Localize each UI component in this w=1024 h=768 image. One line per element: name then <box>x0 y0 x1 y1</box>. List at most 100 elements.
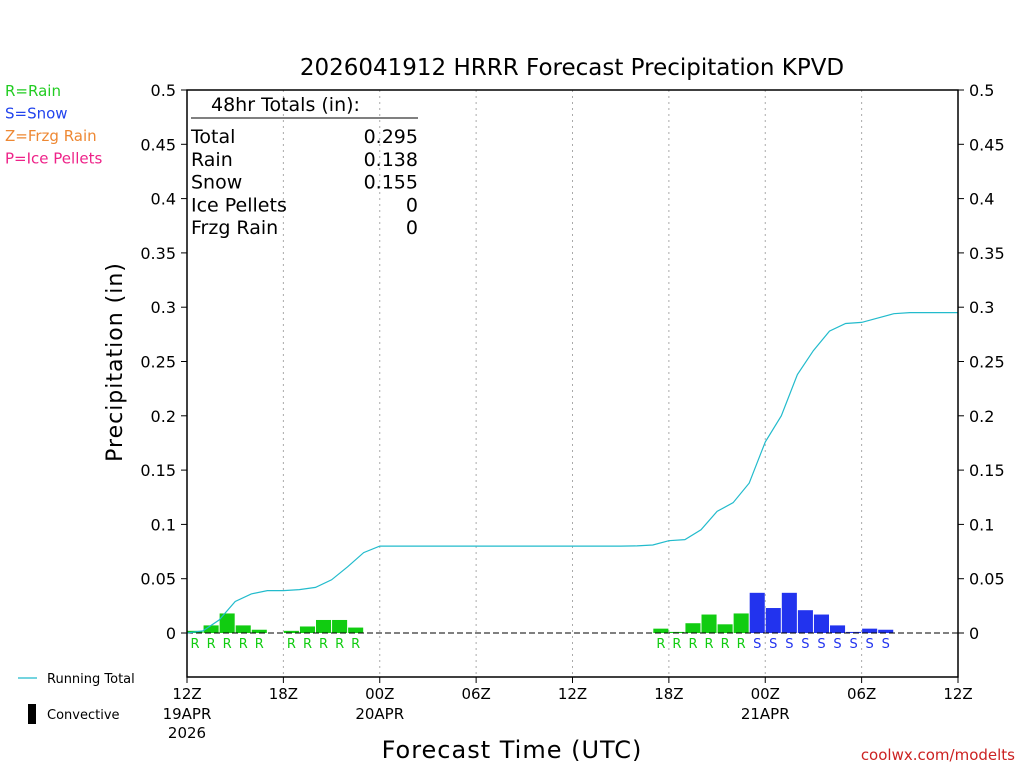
precip-type-letter: R <box>255 637 264 652</box>
totals-row-value: 0.295 <box>364 126 418 148</box>
grid-lines <box>282 90 863 677</box>
totals-row-label: Total <box>190 126 235 148</box>
precip-type-legend: R=Rain S=Snow Z=Frzg Rain P=Ice Pellets <box>5 82 102 168</box>
y-tick-label-right: 0.45 <box>969 135 1005 154</box>
y-tick-label-right: 0.4 <box>969 190 994 209</box>
x-tick-label: 18Z <box>269 685 298 703</box>
precip-bar <box>813 614 829 633</box>
precip-type-letter: R <box>191 637 200 652</box>
y-tick-label-left: 0 <box>166 624 176 643</box>
x-tick-label: 12Z <box>943 685 972 703</box>
totals-row-label: Rain <box>191 149 233 171</box>
precip-type-letter: R <box>737 637 746 652</box>
precip-type-letter: R <box>721 637 730 652</box>
precip-type-letter: S <box>769 637 777 652</box>
running-total-line <box>186 312 958 634</box>
precip-type-letter: R <box>239 637 248 652</box>
totals-row-value: 0 <box>406 194 418 216</box>
y-tick-label-right: 0.35 <box>969 244 1005 263</box>
y-tick-label-left: 0.2 <box>151 407 176 426</box>
precip-bar <box>669 631 685 633</box>
precip-bar <box>332 619 348 633</box>
type-legend-entry: P=Ice Pellets <box>5 150 102 168</box>
precip-type-letter: R <box>705 637 714 652</box>
precip-type-letter: S <box>817 637 825 652</box>
totals-row-value: 0.138 <box>364 149 418 171</box>
x-tick-label: 06Z <box>461 685 490 703</box>
totals-box: 48hr Totals (in): Total 0.295 Rain 0.138 Sno… <box>190 94 418 239</box>
precip-type-letter: R <box>656 637 665 652</box>
precip-bar <box>781 592 797 633</box>
series-legend-label: Running Total <box>47 672 135 687</box>
x-tick-date: 19APR <box>163 705 212 723</box>
y-tick-label-left: 0.25 <box>140 353 176 372</box>
precip-type-letter: R <box>351 637 360 652</box>
precip-bar <box>685 623 701 633</box>
type-legend-entry: S=Snow <box>5 105 68 123</box>
precip-bar <box>765 608 781 633</box>
precip-bar <box>797 610 813 633</box>
x-axis-label: Forecast Time (UTC) <box>382 736 643 764</box>
precip-type-letter: R <box>287 637 296 652</box>
x-tick-year: 2026 <box>168 724 206 742</box>
y-tick-label-left: 0.15 <box>140 461 176 480</box>
y-axis-left: 0 0.05 0.1 0.15 0.2 0.25 0.3 0.35 0.4 0.45 0.5 <box>140 81 187 643</box>
precip-type-letter: S <box>785 637 793 652</box>
chart-title: 2026041912 HRRR Forecast Precipitation K… <box>300 55 844 81</box>
precip-type-letter: R <box>335 637 344 652</box>
y-tick-label-right: 0.25 <box>969 353 1005 372</box>
precip-type-letter: R <box>319 637 328 652</box>
precip-bar <box>749 592 765 633</box>
y-axis-right: 0 0.05 0.1 0.15 0.2 0.25 0.3 0.35 0.4 0.45 0.5 <box>958 81 1005 643</box>
x-tick-label: 18Z <box>654 685 683 703</box>
precip-bar <box>733 613 749 633</box>
y-axis-label: Precipitation (in) <box>103 262 128 462</box>
precip-type-letter: S <box>849 637 857 652</box>
y-tick-label-right: 0.2 <box>969 407 994 426</box>
y-tick-label-right: 0.1 <box>969 515 994 534</box>
x-tick-label: 12Z <box>172 685 201 703</box>
y-tick-label-right: 0.05 <box>969 570 1005 589</box>
x-tick-date: 21APR <box>741 705 790 723</box>
y-tick-label-left: 0.3 <box>151 298 176 317</box>
y-tick-label-right: 0.15 <box>969 461 1005 480</box>
precip-type-letter: S <box>801 637 809 652</box>
precip-bar <box>830 625 846 633</box>
series-legend-label: Convective <box>47 708 120 723</box>
precip-bar <box>717 624 733 633</box>
x-tick-label: 00Z <box>751 685 780 703</box>
precip-bar <box>348 627 364 633</box>
precip-bar <box>878 629 894 633</box>
x-tick-date: 20APR <box>355 705 404 723</box>
y-tick-label-left: 0.45 <box>140 135 176 154</box>
precip-bar <box>203 625 219 633</box>
type-legend-entry: R=Rain <box>5 82 61 100</box>
precip-bar <box>701 614 717 633</box>
y-tick-label-left: 0.1 <box>151 515 176 534</box>
precip-bar <box>235 625 251 633</box>
x-tick-label: 00Z <box>365 685 394 703</box>
precip-type-letter: R <box>303 637 312 652</box>
precip-type-letter: S <box>882 637 890 652</box>
y-tick-label-left: 0.5 <box>151 81 176 100</box>
credit-text: coolwx.com/modelts <box>861 746 1015 764</box>
x-tick-label: 12Z <box>558 685 587 703</box>
precip-type-letter: R <box>223 637 232 652</box>
y-tick-label-right: 0 <box>969 624 979 643</box>
convective-swatch <box>28 704 36 724</box>
y-tick-label-right: 0.3 <box>969 298 994 317</box>
series-legend: Running Total Convective <box>18 672 135 724</box>
type-legend-entry: Z=Frzg Rain <box>5 127 97 145</box>
precip-type-letter: R <box>672 637 681 652</box>
y-tick-label-right: 0.5 <box>969 81 994 100</box>
precip-type-letter: R <box>207 637 216 652</box>
precip-type-letter: R <box>688 637 697 652</box>
precip-bar <box>862 628 878 633</box>
precip-type-letter: S <box>833 637 841 652</box>
precip-type-letter: S <box>866 637 874 652</box>
totals-row-label: Ice Pellets <box>191 194 287 216</box>
precip-bar <box>316 619 332 633</box>
